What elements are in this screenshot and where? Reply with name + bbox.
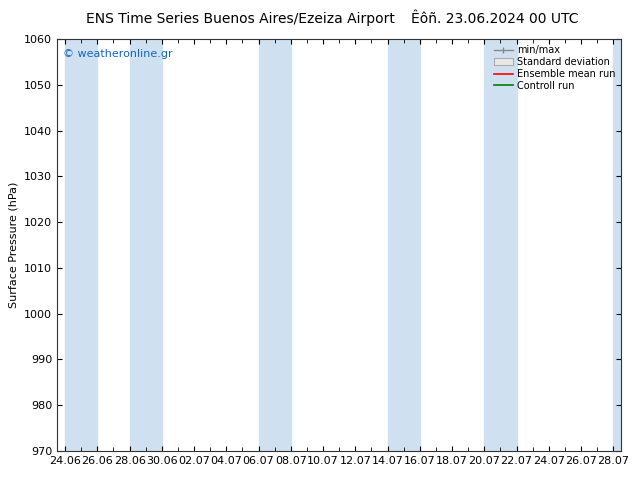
Text: ENS Time Series Buenos Aires/Ezeiza Airport: ENS Time Series Buenos Aires/Ezeiza Airp…	[86, 12, 396, 26]
Text: © weatheronline.gr: © weatheronline.gr	[63, 49, 172, 59]
Bar	[259, 39, 291, 451]
Bar	[387, 39, 420, 451]
Bar	[65, 39, 98, 451]
Y-axis label: Surface Pressure (hPa): Surface Pressure (hPa)	[8, 182, 18, 308]
Text: Êôñ. 23.06.2024 00 UTC: Êôñ. 23.06.2024 00 UTC	[411, 12, 578, 26]
Legend: min/max, Standard deviation, Ensemble mean run, Controll run: min/max, Standard deviation, Ensemble me…	[489, 41, 619, 95]
Bar	[613, 39, 621, 451]
Bar	[129, 39, 162, 451]
Bar	[484, 39, 517, 451]
